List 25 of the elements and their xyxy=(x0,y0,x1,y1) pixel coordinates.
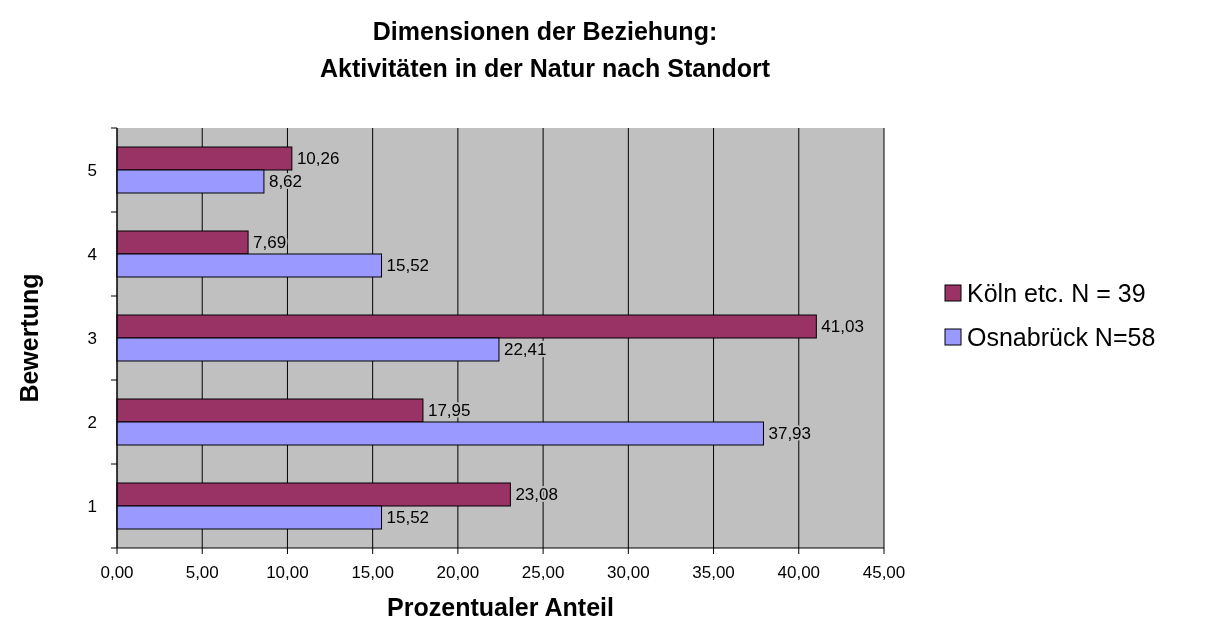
x-tick-label: 15,00 xyxy=(351,563,394,582)
legend-label: Osnabrück N=58 xyxy=(967,322,1156,351)
y-tick-label: 1 xyxy=(87,496,97,516)
y-axis-title: Bewertung xyxy=(15,273,43,403)
data-label: 15,52 xyxy=(386,256,430,276)
x-axis-title: Prozentualer Anteil xyxy=(387,593,614,621)
y-tick-label: 2 xyxy=(87,412,97,432)
x-tick-label: 40,00 xyxy=(777,563,821,582)
x-tick-label: 35,00 xyxy=(692,563,735,582)
x-tick-label: 20,00 xyxy=(436,563,480,582)
data-label: 7,69 xyxy=(253,233,287,253)
x-tick-label: 25,00 xyxy=(521,563,565,582)
chart-title: Dimensionen der Beziehung: Aktivitäten in der Natur nach Standort xyxy=(319,17,771,82)
legend-label: Köln etc. N = 39 xyxy=(967,278,1146,307)
x-tick-label: 45,00 xyxy=(862,563,906,582)
x-tick-label: 5,00 xyxy=(185,563,219,582)
y-tick-label: 4 xyxy=(87,244,97,264)
data-label: 41,03 xyxy=(821,317,864,337)
y-tick-label: 5 xyxy=(87,160,97,180)
x-tick-label: 30,00 xyxy=(607,563,650,582)
x-tick-label: 10,00 xyxy=(266,563,309,582)
data-label: 15,52 xyxy=(386,508,430,528)
x-tick-label: 0,00 xyxy=(100,563,134,582)
data-label: 10,26 xyxy=(296,149,340,169)
y-tick-label: 3 xyxy=(87,328,97,348)
